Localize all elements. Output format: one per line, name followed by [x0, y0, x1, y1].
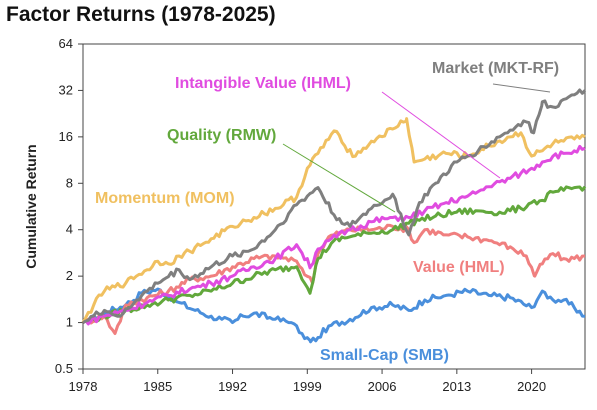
x-tick-label: 1978 — [69, 379, 98, 394]
series-lines — [81, 88, 587, 344]
series-line-intangible-value-ihml — [82, 144, 586, 326]
series-label-intangible-value-ihml: Intangible Value (IHML) — [175, 75, 351, 92]
series-label-momentum-mom: Momentum (MOM) — [95, 190, 235, 207]
chart-title: Factor Returns (1978-2025) — [6, 3, 276, 26]
series-label-market-mkt-rf: Market (MKT-RF) — [432, 60, 559, 77]
y-tick-label: 32 — [59, 82, 73, 97]
series-line-market-mkt-rf — [82, 88, 587, 324]
x-tick-label: 2020 — [517, 379, 546, 394]
series-label-value-hml: Value (HML) — [413, 259, 505, 276]
series-line-momentum-mom — [81, 117, 586, 324]
y-tick-label: 4 — [66, 222, 73, 237]
y-tick-label: 0.5 — [55, 361, 73, 376]
x-tick-label: 2006 — [368, 379, 397, 394]
series-line-value-hml — [81, 223, 586, 335]
series-line-quality-rmw — [82, 185, 587, 324]
series-label-small-cap-smb: Small-Cap (SMB) — [320, 347, 449, 364]
y-tick-label: 1 — [66, 315, 73, 330]
leader-line-intangible-value-ihml — [381, 91, 501, 179]
x-tick-label: 1992 — [218, 379, 247, 394]
plot-frame — [82, 43, 586, 370]
series-label-quality-rmw: Quality (RMW) — [167, 127, 276, 144]
y-tick-label: 8 — [66, 175, 73, 190]
y-tick-label: 64 — [59, 36, 73, 51]
leader-line-quality-rmw — [282, 143, 396, 213]
x-tick-label: 1985 — [143, 379, 172, 394]
axes: 0.5 1 2 4 8 16 32 64 1978 1985 1992 1999 2006 2013 202… — [23, 36, 586, 394]
leader-line-market-mkt-rf — [492, 83, 551, 93]
y-tick-label: 2 — [66, 268, 73, 283]
y-axis-title: Cumulative Return — [23, 144, 39, 268]
x-tick-label: 2013 — [442, 379, 471, 394]
y-tick-label: 16 — [59, 129, 73, 144]
series-annotations: Market (MKT-RF) Intangible Value (IHML) Qu… — [95, 60, 559, 364]
x-tick-label: 1999 — [293, 379, 322, 394]
